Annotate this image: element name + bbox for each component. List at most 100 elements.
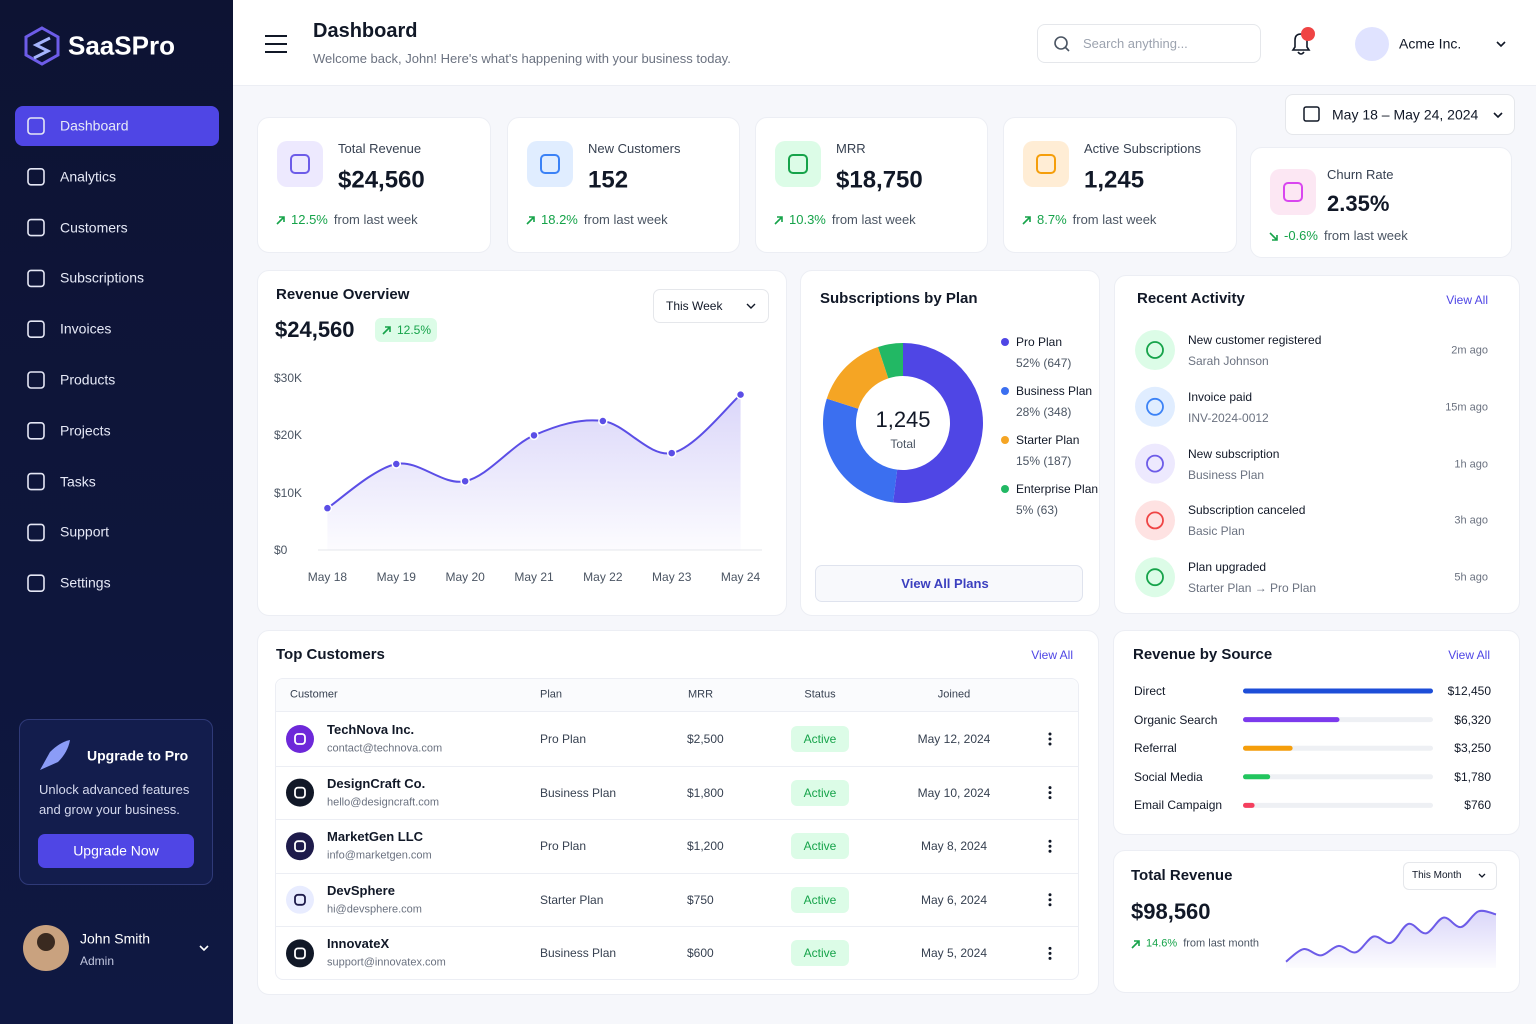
upgrade-button[interactable] [38, 834, 194, 868]
customer-mrr: $1,200 [687, 838, 724, 853]
activity-title: New subscription [1188, 446, 1280, 461]
page-subtitle: Welcome back, John! Here's what's happen… [313, 51, 731, 67]
upgrade-button-label[interactable]: Upgrade Now [73, 842, 159, 859]
view-plans-label[interactable]: View All Plans [901, 576, 989, 592]
nav-item[interactable]: Customers [60, 219, 128, 236]
bar-label: Direct [1134, 683, 1166, 698]
customer-plan: Pro Plan [540, 838, 587, 853]
view-all-link[interactable]: View All [1446, 292, 1488, 307]
kpi-note: from last week [1072, 212, 1157, 228]
nav-item[interactable]: Settings [60, 574, 111, 591]
search-box[interactable] [1037, 24, 1261, 63]
activity-title: Subscription canceled [1188, 503, 1306, 518]
value-label: 5% (63) [1016, 502, 1059, 517]
value-label: 28% (348) [1016, 404, 1072, 419]
view-all-link[interactable]: View All [1448, 647, 1490, 662]
activity-time: 5h ago [1454, 571, 1488, 584]
activity-title: New customer registered [1188, 332, 1322, 347]
activity-time: 3h ago [1454, 514, 1488, 527]
activity-time: 1h ago [1454, 458, 1488, 470]
search-placeholder[interactable]: Search anything... [1083, 36, 1188, 52]
column-header: Status [804, 688, 836, 701]
card-title: Recent Activity [1137, 290, 1245, 307]
total-revenue-value: $98,560 [1131, 898, 1211, 924]
period-label[interactable]: This Week [666, 298, 723, 313]
nav-item[interactable]: Dashboard [60, 117, 129, 134]
nav-active-bg [15, 106, 219, 146]
revenue-value: $24,560 [275, 316, 355, 342]
table [275, 678, 1079, 980]
nav-item[interactable]: Projects [60, 422, 111, 439]
value-label: $760 [1464, 798, 1491, 813]
customer-plan: Business Plan [540, 785, 617, 800]
kpi-label: Churn Rate [1327, 167, 1394, 183]
bar-label: Email Campaign [1134, 798, 1223, 813]
customer-email: info@marketgen.com [327, 849, 432, 862]
activity-title: Plan upgraded [1188, 559, 1267, 574]
legend-label: Starter Plan [1016, 432, 1080, 447]
customer-plan: Pro Plan [540, 731, 587, 746]
kpi-note: from last week [1323, 228, 1408, 244]
activity-detail: INV-2024-0012 [1188, 410, 1269, 425]
value-label: $12,450 [1447, 683, 1491, 698]
activity-time: 2m ago [1451, 344, 1488, 357]
customer-mrr: $600 [687, 946, 714, 961]
nav-item[interactable]: Tasks [60, 473, 96, 490]
kpi-value: $18,750 [836, 166, 923, 194]
nav-item[interactable]: Support [60, 523, 110, 540]
nav-item[interactable]: Analytics [60, 168, 117, 185]
customer-joined: May 8, 2024 [920, 838, 988, 853]
kpi-label: Active Subscriptions [1084, 141, 1202, 157]
customer-email: support@innovatex.com [327, 956, 446, 969]
bar-label: Referral [1134, 740, 1177, 755]
x-tick-label: May 23 [652, 569, 692, 584]
nav-item[interactable]: Subscriptions [60, 269, 145, 286]
activity-detail: Sarah Johnson [1188, 353, 1269, 368]
customer-status: Active [803, 731, 837, 746]
notification-count: 3 [1305, 28, 1311, 39]
row-divider [276, 765, 1078, 767]
user-name: John Smith [80, 930, 151, 947]
card-title: Total Revenue [1131, 867, 1233, 884]
nav-item[interactable]: Invoices [60, 320, 112, 337]
customer-name: TechNova Inc. [327, 722, 415, 738]
value-label: $3,250 [1454, 740, 1491, 755]
upgrade-text: Unlock advanced features and grow your b… [39, 782, 190, 817]
revenue-change: 12.5% [397, 322, 432, 337]
kpi-value: $24,560 [338, 166, 425, 194]
customer-email: hello@designcraft.com [327, 796, 440, 808]
row-divider [276, 819, 1078, 821]
card-title: Revenue by Source [1133, 646, 1273, 663]
table-header [276, 679, 1078, 712]
activity-card [1114, 275, 1520, 614]
account-name[interactable]: Acme Inc. [1399, 35, 1462, 52]
bar-label: Organic Search [1134, 712, 1218, 727]
status-badge [791, 726, 849, 752]
user-role: Admin [80, 953, 115, 968]
view-plans-button[interactable] [815, 565, 1083, 602]
x-tick-label: May 20 [445, 569, 485, 584]
nav-item[interactable]: Products [60, 371, 116, 388]
activity-detail: Business Plan [1188, 467, 1265, 482]
x-tick-label: May 21 [514, 569, 554, 584]
y-tick-label: $30K [274, 370, 303, 385]
status-badge [791, 779, 849, 806]
customer-name: DesignCraft Co. [327, 775, 426, 791]
column-header: Plan [540, 688, 563, 701]
activity-detail: Starter Plan → Pro Plan [1188, 580, 1317, 595]
y-tick-label: $10K [274, 485, 303, 500]
activity-time: 15m ago [1445, 401, 1488, 414]
kpi-note: from last week [583, 212, 668, 228]
header-bar [233, 0, 1536, 86]
customer-name: DevSphere [327, 883, 395, 898]
kpi-value: 1,245 [1084, 166, 1145, 194]
date-range[interactable]: May 18 – May 24, 2024 [1332, 106, 1479, 123]
value-label: 52% (647) [1016, 355, 1072, 370]
status-badge [791, 940, 849, 967]
date-picker[interactable] [1285, 94, 1515, 135]
period-label[interactable]: This Month [1412, 870, 1462, 881]
kpi-label: Total Revenue [338, 141, 422, 157]
customer-mrr: $1,800 [687, 785, 724, 800]
view-all-link[interactable]: View All [1031, 647, 1073, 662]
value-label: $6,320 [1454, 712, 1491, 727]
